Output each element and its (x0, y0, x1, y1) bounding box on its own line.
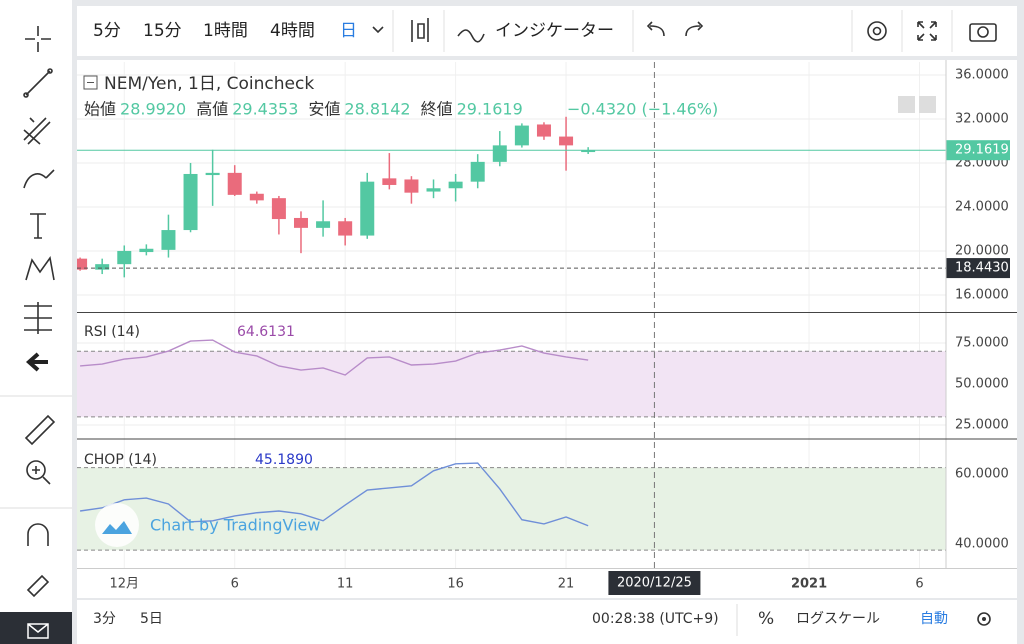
panel (77, 339, 946, 426)
chop-value: 45.1890 (255, 452, 313, 468)
last-price-label: 29.1619 (955, 143, 1009, 158)
x-tick-label: 16 (447, 577, 464, 592)
candle-body (183, 173, 198, 231)
candle-body (161, 230, 176, 250)
ohlc-label: 高値 (196, 100, 228, 119)
screenshot[interactable] (969, 23, 997, 42)
log-toggle[interactable]: ログスケール (796, 611, 880, 627)
y-tick-label: 36.0000 (955, 67, 1009, 82)
candle-body (514, 125, 529, 146)
settings[interactable] (867, 21, 887, 41)
candle-body (95, 264, 110, 270)
candle-body (559, 136, 574, 146)
interval-button[interactable]: 15分 (143, 21, 182, 41)
fullscreen[interactable] (917, 21, 937, 41)
symbol-title: NEM/Yen, 1日, Coincheck (104, 74, 314, 94)
y-tick-label: 60.0000 (955, 466, 1009, 481)
x-tick-label: 6 (915, 577, 923, 592)
x-tick-label: 11 (337, 577, 354, 592)
rsi-title: RSI (14) (84, 324, 140, 340)
left-toolbar (0, 0, 72, 644)
chop-title: CHOP (14) (84, 452, 157, 468)
top-toolbar (77, 6, 1017, 56)
y-tick-label: 20.0000 (955, 243, 1009, 258)
interval-button[interactable]: 4時間 (270, 21, 315, 41)
rsi-value: 64.6131 (237, 324, 295, 340)
panel (77, 462, 946, 551)
candle-body (581, 150, 596, 153)
auto-toggle[interactable]: 自動 (920, 611, 948, 627)
y-tick-label: 40.0000 (955, 536, 1009, 551)
ohlc-value: 28.9920 (120, 100, 186, 119)
range-button[interactable]: 5日 (140, 611, 163, 627)
ohlc-label: 安値 (308, 100, 340, 119)
y-tick-label: 25.0000 (955, 418, 1009, 433)
x-tick-label: 2021 (791, 577, 827, 592)
band (77, 351, 946, 417)
candle-body (249, 193, 264, 201)
candle-body (426, 188, 441, 192)
candle-body (448, 181, 463, 189)
axis-settings[interactable] (977, 612, 991, 626)
interval-button[interactable]: 5分 (93, 21, 121, 41)
x-tick-label: 12月 (109, 577, 139, 592)
candle-body (316, 221, 331, 228)
interval-button[interactable]: 1時間 (203, 21, 248, 41)
watermark: Chart by TradingView (95, 503, 320, 547)
indicators-button[interactable]: インジケーター (495, 21, 614, 41)
clock: 00:28:38 (UTC+9) (592, 611, 719, 627)
interval-button[interactable]: 日 (340, 21, 357, 41)
candle-body (338, 221, 353, 236)
panel (77, 74, 946, 296)
indicator-line (79, 462, 589, 527)
band (77, 467, 946, 551)
interval-dropdown[interactable] (372, 26, 384, 34)
indicator-line (80, 339, 589, 376)
candle-body (205, 172, 220, 176)
crosshair-tag (608, 571, 701, 595)
y-tick-label: 32.0000 (955, 111, 1009, 126)
percent-toggle[interactable]: % (758, 609, 774, 629)
bottom-bar (77, 600, 1017, 644)
ohlc-value: 28.8142 (344, 100, 410, 119)
ohlc-value: 29.1619 (457, 100, 523, 119)
ohlc-label: 終値 (421, 100, 453, 119)
crosshair-label: 2020/12/25 (617, 576, 692, 591)
indicator-icon (457, 29, 485, 43)
x-tick-label: 6 (231, 577, 239, 592)
candle-body (470, 161, 485, 182)
chart-type[interactable] (411, 18, 429, 42)
candle-body (360, 181, 375, 236)
x-tick-label: 21 (558, 577, 575, 592)
candle-body (139, 248, 154, 253)
drawing-tools[interactable] (0, 26, 72, 644)
candle-body (77, 258, 88, 270)
candle-body (382, 178, 397, 185)
price-line-tag (946, 258, 1010, 279)
last-price-tag (946, 140, 1010, 161)
y-tick-label: 24.0000 (955, 199, 1009, 214)
price-line-label: 18.4430 (955, 261, 1009, 276)
candle-body (404, 179, 419, 193)
collapse-legend[interactable] (83, 75, 98, 90)
range-button[interactable]: 3分 (93, 611, 116, 627)
redo[interactable] (685, 21, 704, 37)
candle-body (536, 124, 551, 137)
candle-body (117, 250, 132, 265)
watermark-text: Chart by TradingView (150, 516, 320, 535)
candle-body (227, 172, 242, 195)
candle-body (492, 145, 507, 162)
ohlc-label: 始値 (84, 100, 116, 119)
ohlc-value: 29.4353 (232, 100, 298, 119)
candle-body (271, 198, 286, 220)
undo[interactable] (646, 21, 665, 37)
y-tick-label: 75.0000 (955, 336, 1009, 351)
y-tick-label: 16.0000 (955, 287, 1009, 302)
change: −0.4320 (−1.46%) (567, 100, 718, 119)
y-tick-label: 50.0000 (955, 377, 1009, 392)
candle-body (293, 217, 308, 228)
